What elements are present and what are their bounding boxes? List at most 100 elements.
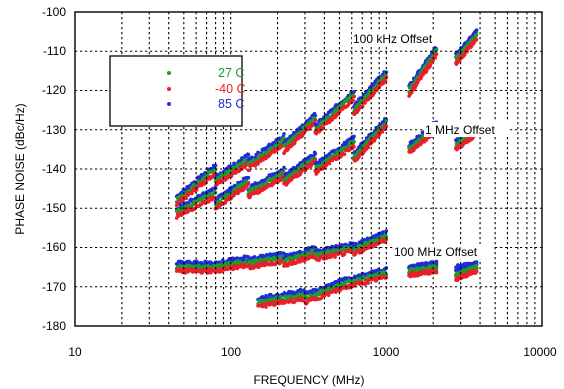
data-point bbox=[207, 199, 211, 204]
data-point bbox=[366, 145, 371, 150]
legend-marker-27c bbox=[167, 71, 171, 75]
data-point bbox=[190, 191, 194, 196]
y-tick-label: -170 bbox=[42, 280, 66, 294]
x-tick-label: 10000 bbox=[523, 345, 557, 359]
y-tick-label: -180 bbox=[42, 319, 66, 333]
data-point bbox=[424, 138, 429, 142]
data-point bbox=[282, 165, 286, 170]
y-tick-label: -120 bbox=[42, 83, 66, 97]
x-axis-ticks: 10 100 1000 10000 bbox=[68, 345, 557, 359]
data-point bbox=[384, 229, 389, 233]
y-tick-label: -160 bbox=[42, 240, 66, 254]
data-point bbox=[264, 293, 268, 298]
data-point bbox=[351, 98, 355, 103]
data-point bbox=[211, 263, 216, 268]
data-point bbox=[317, 292, 322, 297]
legend-label-27c: 27 C bbox=[218, 66, 244, 80]
data-point bbox=[333, 255, 337, 259]
data-point bbox=[428, 63, 433, 67]
data-point bbox=[427, 272, 431, 276]
y-tick-label: -110 bbox=[43, 44, 66, 58]
data-point bbox=[474, 32, 479, 37]
data-point bbox=[474, 269, 479, 273]
plot-frame bbox=[74, 11, 543, 327]
data-point bbox=[380, 130, 385, 134]
y-tick-label: -100 bbox=[42, 5, 66, 19]
data-point bbox=[317, 258, 321, 262]
data-point bbox=[434, 269, 439, 274]
data-point bbox=[305, 301, 309, 305]
data-point bbox=[282, 132, 286, 136]
data-point bbox=[289, 297, 294, 302]
legend-label-85c: 85 C bbox=[218, 97, 244, 111]
x-tick-label: 1000 bbox=[373, 345, 400, 359]
y-tick-label: -140 bbox=[42, 162, 66, 176]
annotation-bg-1mhz bbox=[424, 122, 510, 137]
data-point bbox=[257, 156, 261, 161]
data-point bbox=[330, 117, 335, 122]
data-point bbox=[352, 139, 356, 144]
data-point bbox=[434, 266, 439, 271]
legend-box bbox=[109, 55, 243, 127]
data-point bbox=[246, 181, 251, 186]
x-tick-label: 100 bbox=[221, 345, 241, 359]
data-point bbox=[434, 259, 439, 264]
legend-label-minus40c: -40 C bbox=[215, 82, 246, 96]
data-point bbox=[246, 152, 251, 157]
data-point bbox=[352, 145, 356, 149]
y-axis-ticks: -100 -110 -120 -130 -140 -150 -160 -170 … bbox=[42, 5, 66, 333]
data-point bbox=[384, 119, 389, 123]
data-point bbox=[319, 296, 324, 300]
data-point bbox=[191, 203, 195, 207]
data-point bbox=[313, 118, 318, 123]
x-tick-label: 10 bbox=[68, 345, 82, 359]
y-tick-label: -130 bbox=[42, 123, 66, 137]
data-point bbox=[384, 237, 389, 242]
data-point bbox=[353, 252, 358, 256]
data-point bbox=[474, 28, 479, 32]
data-point bbox=[384, 124, 389, 129]
legend-marker-minus40c bbox=[167, 87, 171, 91]
data-point bbox=[296, 136, 301, 141]
data-point bbox=[434, 47, 439, 52]
data-point bbox=[474, 266, 479, 270]
data-point bbox=[381, 81, 385, 86]
data-point bbox=[327, 161, 332, 166]
x-axis-title: FREQUENCY (MHz) bbox=[253, 373, 364, 387]
data-point bbox=[366, 281, 370, 285]
annotation-1mhz-offset: 1 MHz Offset bbox=[425, 123, 495, 137]
data-point bbox=[419, 141, 424, 145]
data-point bbox=[292, 141, 297, 145]
annotation-100khz-offset: 100 kHz Offset bbox=[353, 32, 433, 46]
legend: 27 C -40 C 85 C bbox=[109, 55, 246, 127]
data-point bbox=[313, 158, 318, 162]
data-point bbox=[431, 58, 435, 63]
data-point bbox=[434, 52, 439, 57]
data-point bbox=[321, 126, 325, 131]
y-axis-title: PHASE NOISE (dBc/Hz) bbox=[13, 103, 27, 234]
data-point bbox=[246, 175, 251, 180]
data-point bbox=[184, 196, 188, 201]
annotation-bg-100khz bbox=[352, 31, 448, 46]
data-point bbox=[213, 163, 218, 168]
data-point bbox=[257, 190, 262, 194]
data-point bbox=[384, 272, 389, 277]
data-point bbox=[298, 260, 302, 264]
data-point bbox=[377, 133, 382, 137]
legend-marker-85c bbox=[167, 102, 171, 106]
data-point bbox=[264, 305, 268, 309]
annotation-bg-100mhz bbox=[393, 244, 492, 259]
data-point bbox=[424, 69, 429, 74]
data-point bbox=[352, 90, 356, 94]
data-point bbox=[313, 152, 318, 156]
data-point bbox=[433, 56, 437, 60]
data-point bbox=[352, 94, 356, 99]
data-point bbox=[196, 263, 201, 268]
data-point bbox=[342, 152, 347, 156]
data-point bbox=[342, 252, 347, 256]
y-tick-label: -150 bbox=[42, 201, 66, 215]
annotation-100mhz-offset: 100 MHz Offset bbox=[394, 245, 478, 259]
data-point bbox=[229, 174, 234, 178]
